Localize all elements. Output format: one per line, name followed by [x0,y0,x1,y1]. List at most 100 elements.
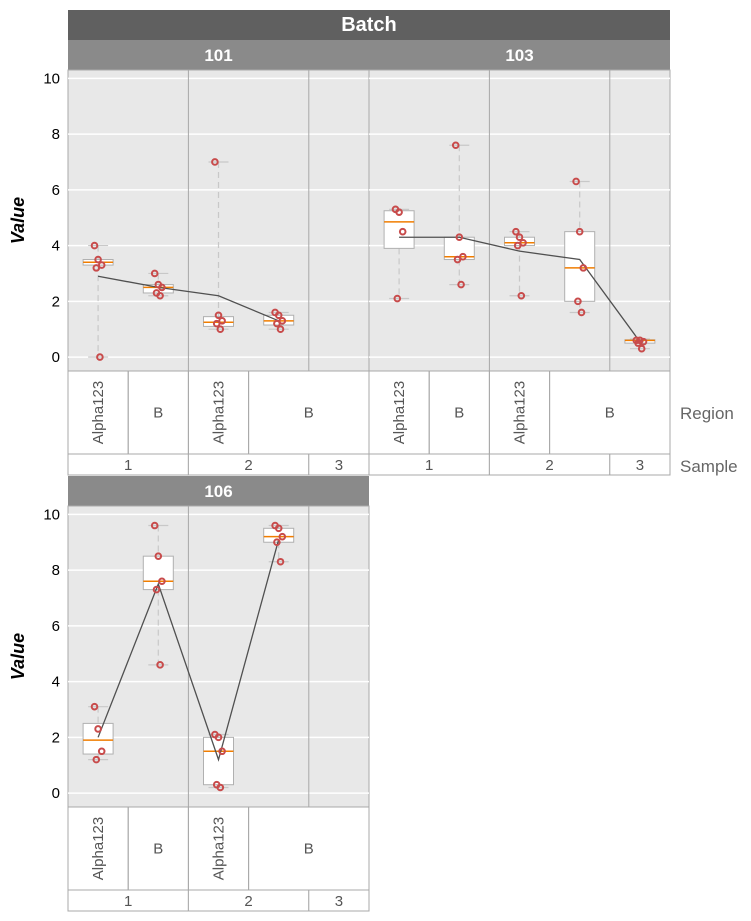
data-point [575,227,584,236]
data-point [393,294,402,303]
data-point [216,325,225,333]
region-label: B [454,405,464,422]
panel-101: 101 0 2 4 6 8 10 Value Alpha123 B Alpha123 B 1 2 3 [8,40,370,476]
y-tick-label: 2 [52,729,60,746]
data-point [218,747,226,756]
data-point [278,317,287,325]
data-point [94,255,102,264]
data-point [451,141,460,150]
chart-title: Batch [341,14,397,36]
data-point [214,311,223,320]
data-point [216,783,225,792]
box [564,231,596,302]
data-point [218,317,226,325]
sample-label: 3 [636,457,644,474]
data-point [574,297,582,306]
region-label: Alpha123 [391,381,408,444]
y-axis-label: Value [8,633,28,680]
y-axis-label: Value [8,197,28,244]
data-point [150,521,159,530]
sample-cell [609,453,671,476]
data-point [455,233,464,242]
data-point [398,227,407,236]
y-tick-label: 4 [52,674,60,691]
mean-line [97,539,280,762]
data-point [579,264,588,272]
data-point [156,661,164,669]
sample-label: 1 [124,457,132,474]
data-point [211,158,219,166]
sample-cell [308,889,370,912]
data-point [515,233,524,242]
panel-header [68,40,369,70]
region-label: B [153,405,163,422]
data-point [158,577,166,586]
data-point [274,524,283,533]
sample-row-label: Sample [680,457,738,476]
sample-label: 2 [244,893,252,910]
mean-line [399,236,641,343]
sample-label: 3 [335,457,343,474]
data-point [92,755,101,764]
y-tick-label: 10 [43,506,60,523]
region-label: Alpha123 [211,817,228,880]
sample-label: 3 [335,893,343,910]
data-point [577,308,586,317]
data-point [90,241,99,250]
data-point [457,280,465,289]
plot-area [368,69,671,372]
panel-header-label: 103 [505,46,533,65]
region-label: B [304,841,314,858]
data-point [150,269,159,278]
region-label: Alpha123 [512,381,529,444]
region-label: Alpha123 [90,817,107,880]
y-tick-label: 6 [52,618,60,635]
data-point [273,319,281,328]
y-tick-label: 2 [52,293,60,310]
data-point [94,725,102,733]
region-label: B [605,405,615,422]
data-point [517,291,526,300]
data-point [459,252,467,261]
data-point [519,238,527,247]
region-label: Alpha123 [90,381,107,444]
data-point [572,177,580,186]
region-label: Alpha123 [211,381,228,444]
data-point [513,241,522,250]
y-tick-label: 0 [52,785,60,802]
sample-label: 1 [425,457,433,474]
box [504,236,535,247]
sample-label: 1 [124,893,132,910]
region-label: B [153,841,163,858]
data-point [274,311,283,320]
data-point [97,747,106,756]
data-point [276,557,285,566]
y-tick-label: 8 [52,126,60,143]
data-point [214,733,223,742]
data-point [212,319,221,328]
y-tick-label: 8 [52,562,60,579]
panel-header [68,476,369,506]
data-point [634,339,642,347]
box [383,210,415,249]
panel-header [369,40,670,70]
data-point [395,208,403,216]
y-tick-label: 10 [43,70,60,87]
panel-106: 106 0 2 4 6 8 10 Value Alpha123 B Alpha123 B 1 2 3 [8,476,370,912]
box [82,722,114,755]
data-point [152,585,161,594]
data-point [453,255,462,264]
mean-line [97,275,279,322]
sample-label: 2 [244,457,252,474]
y-tick-label: 4 [52,238,60,255]
data-point [154,552,163,560]
data-point [637,344,646,353]
panel-header-label: 106 [204,482,232,501]
data-point [158,283,166,292]
data-point [97,261,106,269]
data-point [512,227,520,236]
panel-header-label: 101 [204,46,232,65]
sample-label: 2 [545,457,553,474]
